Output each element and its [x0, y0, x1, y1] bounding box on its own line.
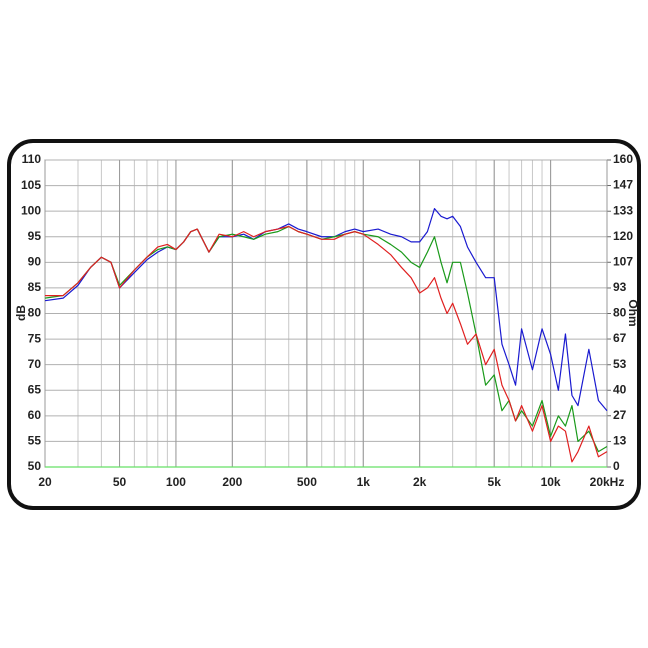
y2-tick-label: 93	[613, 280, 627, 294]
y2-tick-label: 120	[613, 229, 633, 243]
y2-tick-label: 53	[613, 357, 627, 371]
y2-axis-label: Ohm	[626, 299, 640, 326]
y2-tick-label: 27	[613, 408, 627, 422]
y-tick-label: 90	[28, 255, 42, 269]
y-tick-label: 110	[22, 152, 42, 166]
x-tick-label: 20kHz	[590, 475, 625, 489]
x-tick-label: 50	[113, 475, 127, 489]
y-tick-label: 55	[28, 434, 42, 448]
y-tick-label: 80	[28, 306, 42, 320]
x-tick-label: 2k	[413, 475, 427, 489]
y-tick-label: 65	[28, 382, 42, 396]
y-tick-label: 50	[28, 459, 42, 473]
y2-tick-label: 13	[613, 434, 627, 448]
x-tick-label: 100	[166, 475, 186, 489]
y2-tick-label: 0	[613, 459, 620, 473]
x-tick-label: 10k	[541, 475, 561, 489]
y2-tick-label: 67	[613, 331, 627, 345]
x-tick-label: 20	[38, 475, 52, 489]
y2-tick-label: 40	[613, 382, 627, 396]
response-line	[44, 208, 608, 412]
y-tick-label: 105	[21, 178, 41, 192]
y-tick-label: 70	[28, 357, 42, 371]
y2-tick-label: 107	[613, 254, 633, 268]
x-tick-label: 1k	[357, 475, 371, 489]
x-tick-label: 5k	[488, 475, 502, 489]
y-tick-label: 75	[28, 331, 42, 345]
y2-tick-label: 147	[613, 178, 633, 192]
x-tick-label: 500	[297, 475, 317, 489]
x-tick-label: 200	[222, 475, 242, 489]
y-tick-label: 95	[28, 229, 42, 243]
y-tick-label: 100	[21, 203, 41, 217]
y-tick-label: 85	[28, 280, 42, 294]
y-axis-label: dB	[14, 305, 28, 321]
y2-tick-label: 160	[613, 152, 633, 166]
y-tick-label: 60	[28, 408, 42, 422]
response-line	[45, 225, 608, 463]
y2-tick-label: 133	[613, 203, 633, 217]
y2-tick-label: 80	[613, 306, 627, 320]
